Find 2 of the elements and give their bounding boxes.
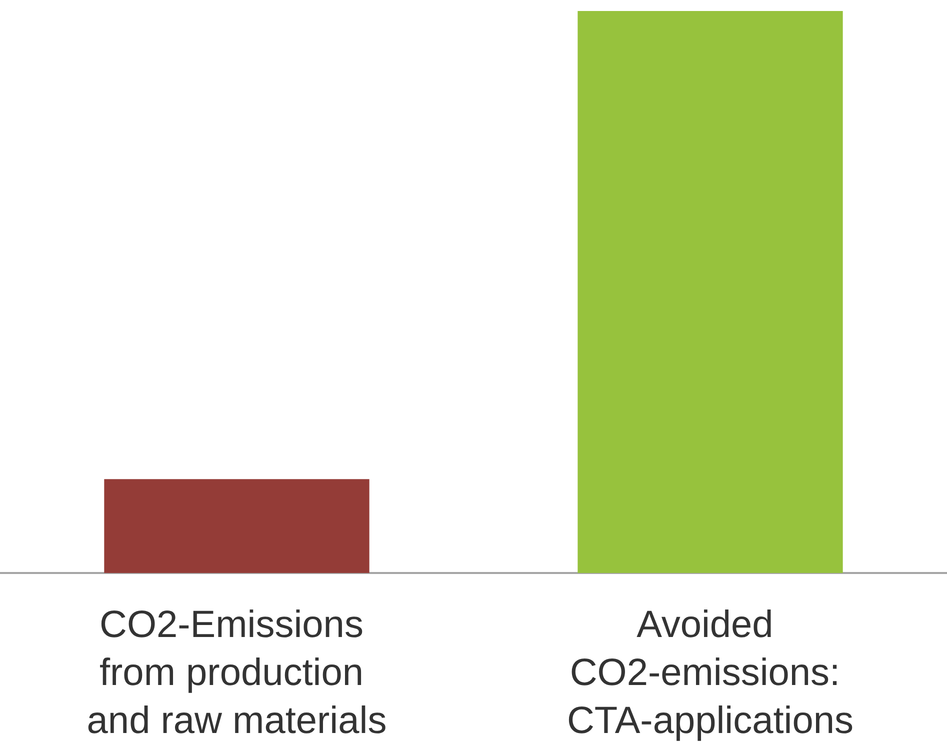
- x-tick-label: Avoided CO2-emissions: CTA-applications: [566, 604, 854, 742]
- x-tick-label: CO2-Emissions from production and raw materials: [86, 604, 387, 742]
